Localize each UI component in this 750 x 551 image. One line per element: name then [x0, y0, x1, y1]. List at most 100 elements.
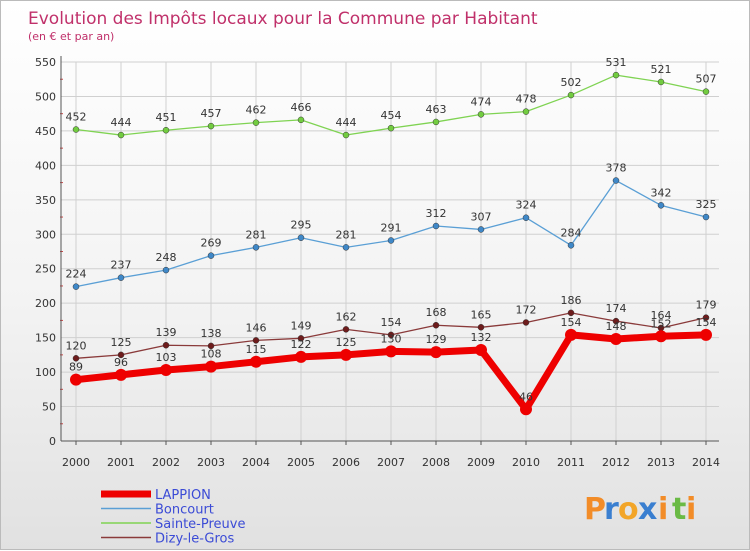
y-tick-label: 550	[35, 56, 56, 69]
data-label: 125	[111, 336, 132, 349]
x-tick-label: 2013	[647, 456, 675, 469]
data-point	[205, 360, 217, 373]
y-tick-label: 450	[35, 125, 56, 138]
data-point	[702, 213, 710, 221]
data-point	[387, 124, 395, 132]
data-point	[477, 111, 485, 118]
brand-letter: i	[686, 492, 696, 527]
x-tick-label: 2014	[692, 456, 720, 469]
data-point	[657, 202, 665, 209]
data-point	[702, 314, 710, 321]
y-tick-label: 50	[42, 401, 56, 414]
data-label: 132	[471, 331, 492, 344]
data-label: 179	[696, 299, 717, 312]
y-tick-label: 200	[35, 297, 56, 310]
data-label: 281	[246, 228, 267, 241]
brand-letter: i	[658, 492, 668, 527]
data-point	[342, 326, 350, 333]
data-label: 452	[66, 111, 87, 124]
x-tick-label: 2010	[512, 456, 540, 469]
brand-letter: o	[618, 492, 639, 527]
legend-label: LAPPION	[155, 488, 211, 503]
data-label: 130	[381, 332, 402, 345]
data-label: 186	[561, 294, 582, 307]
data-point	[567, 242, 575, 249]
data-label: 108	[201, 348, 222, 361]
data-label: 521	[651, 63, 672, 76]
data-label: 325	[696, 198, 717, 211]
data-label: 89	[69, 361, 83, 374]
series-lappion: 89 96 103 108 115 122 125 130 129 132 46 154 148 152 1…	[69, 316, 717, 416]
data-label: 444	[111, 116, 132, 129]
x-tick-label: 2001	[107, 456, 135, 469]
data-label: 174	[606, 302, 627, 315]
x-tick-label: 2004	[242, 456, 270, 469]
data-point	[115, 368, 127, 381]
data-point	[162, 341, 170, 349]
data-point	[700, 328, 712, 341]
data-point	[250, 355, 262, 368]
data-label: 96	[114, 356, 128, 369]
data-label: 120	[66, 339, 87, 352]
data-label: 162	[336, 310, 357, 323]
data-label: 224	[66, 268, 87, 281]
y-tick-label: 300	[35, 228, 56, 241]
data-point	[567, 309, 575, 317]
data-label: 122	[291, 338, 312, 351]
data-label: 502	[561, 76, 582, 89]
data-label: 463	[426, 103, 447, 116]
x-tick-label: 2008	[422, 456, 450, 469]
data-point	[162, 126, 170, 134]
data-point	[657, 78, 665, 86]
data-label: 103	[156, 351, 177, 364]
data-point	[387, 331, 395, 339]
data-point	[117, 351, 125, 359]
x-tick-label: 2009	[467, 456, 495, 469]
data-point	[342, 244, 350, 251]
data-label: 152	[651, 317, 672, 330]
brand-letter: x	[638, 492, 657, 527]
data-label: 342	[651, 186, 672, 199]
data-point	[207, 252, 215, 259]
data-point	[297, 116, 305, 124]
data-point	[702, 88, 710, 95]
data-label: 378	[606, 162, 627, 175]
data-point	[387, 237, 395, 244]
series-dizy-le-gros: 120 125 139 138 146 149 162 154 168 165 172 186 174 1…	[66, 294, 717, 362]
data-point	[567, 91, 575, 99]
y-tick-label: 0	[49, 435, 56, 448]
data-label: 451	[156, 111, 177, 124]
data-point	[432, 222, 440, 230]
data-label: 307	[471, 210, 492, 223]
data-point	[342, 131, 350, 139]
series-boncourt: 224 237 248 269 281 295 281 291 312 307 324 284 378 3…	[66, 162, 717, 290]
data-label: 466	[291, 101, 312, 114]
data-label: 237	[111, 259, 132, 272]
data-label: 312	[426, 207, 447, 220]
data-label: 295	[291, 219, 312, 232]
data-label: 474	[471, 95, 492, 108]
data-label: 129	[426, 333, 447, 346]
data-point	[432, 321, 440, 329]
chart-subtitle: (en € et par an)	[28, 30, 114, 43]
data-point	[385, 345, 397, 358]
data-point	[297, 335, 305, 342]
data-point	[340, 348, 352, 361]
data-point	[252, 119, 260, 126]
data-label: 154	[696, 316, 717, 329]
data-label: 164	[651, 309, 672, 322]
data-point	[655, 330, 667, 343]
data-point	[295, 350, 307, 363]
data-label: 146	[246, 321, 267, 334]
data-label: 154	[381, 316, 402, 329]
data-label: 269	[201, 237, 222, 250]
data-point	[432, 118, 440, 126]
brand-letter: t	[672, 492, 686, 527]
data-label: 125	[336, 336, 357, 349]
legend-label: Dizy-le-Gros	[155, 532, 234, 547]
x-tick-label: 2011	[557, 456, 585, 469]
data-point	[522, 319, 530, 326]
proxiti-logo: Pr o x i t i	[584, 492, 696, 527]
